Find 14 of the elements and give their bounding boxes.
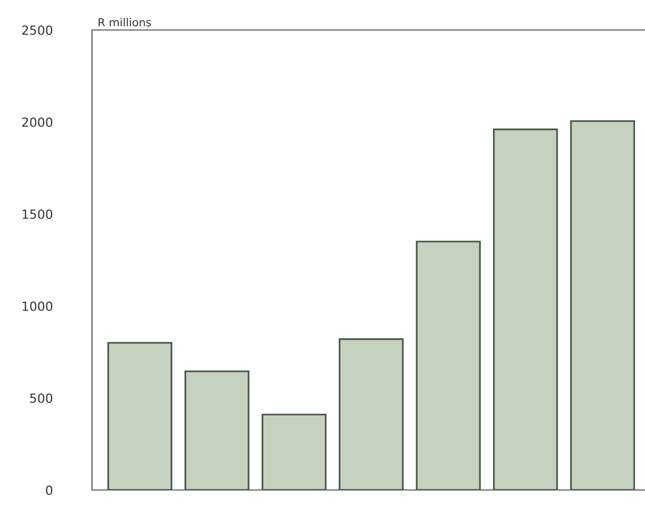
y-tick-label: 0 [46, 485, 52, 495]
bar [416, 240, 481, 490]
bar [570, 120, 636, 490]
y-tick-label: 1500 [22, 209, 52, 219]
bar [338, 338, 404, 490]
y-axis-title: R millions [98, 18, 152, 26]
y-tick-label: 2500 [22, 25, 52, 35]
bar [184, 370, 250, 490]
bar [107, 342, 172, 490]
bar [262, 414, 327, 490]
y-tick-label: 500 [30, 393, 52, 403]
y-tick-label: 1000 [22, 301, 52, 311]
bar [492, 128, 558, 490]
y-tick-label: 2000 [22, 117, 52, 127]
